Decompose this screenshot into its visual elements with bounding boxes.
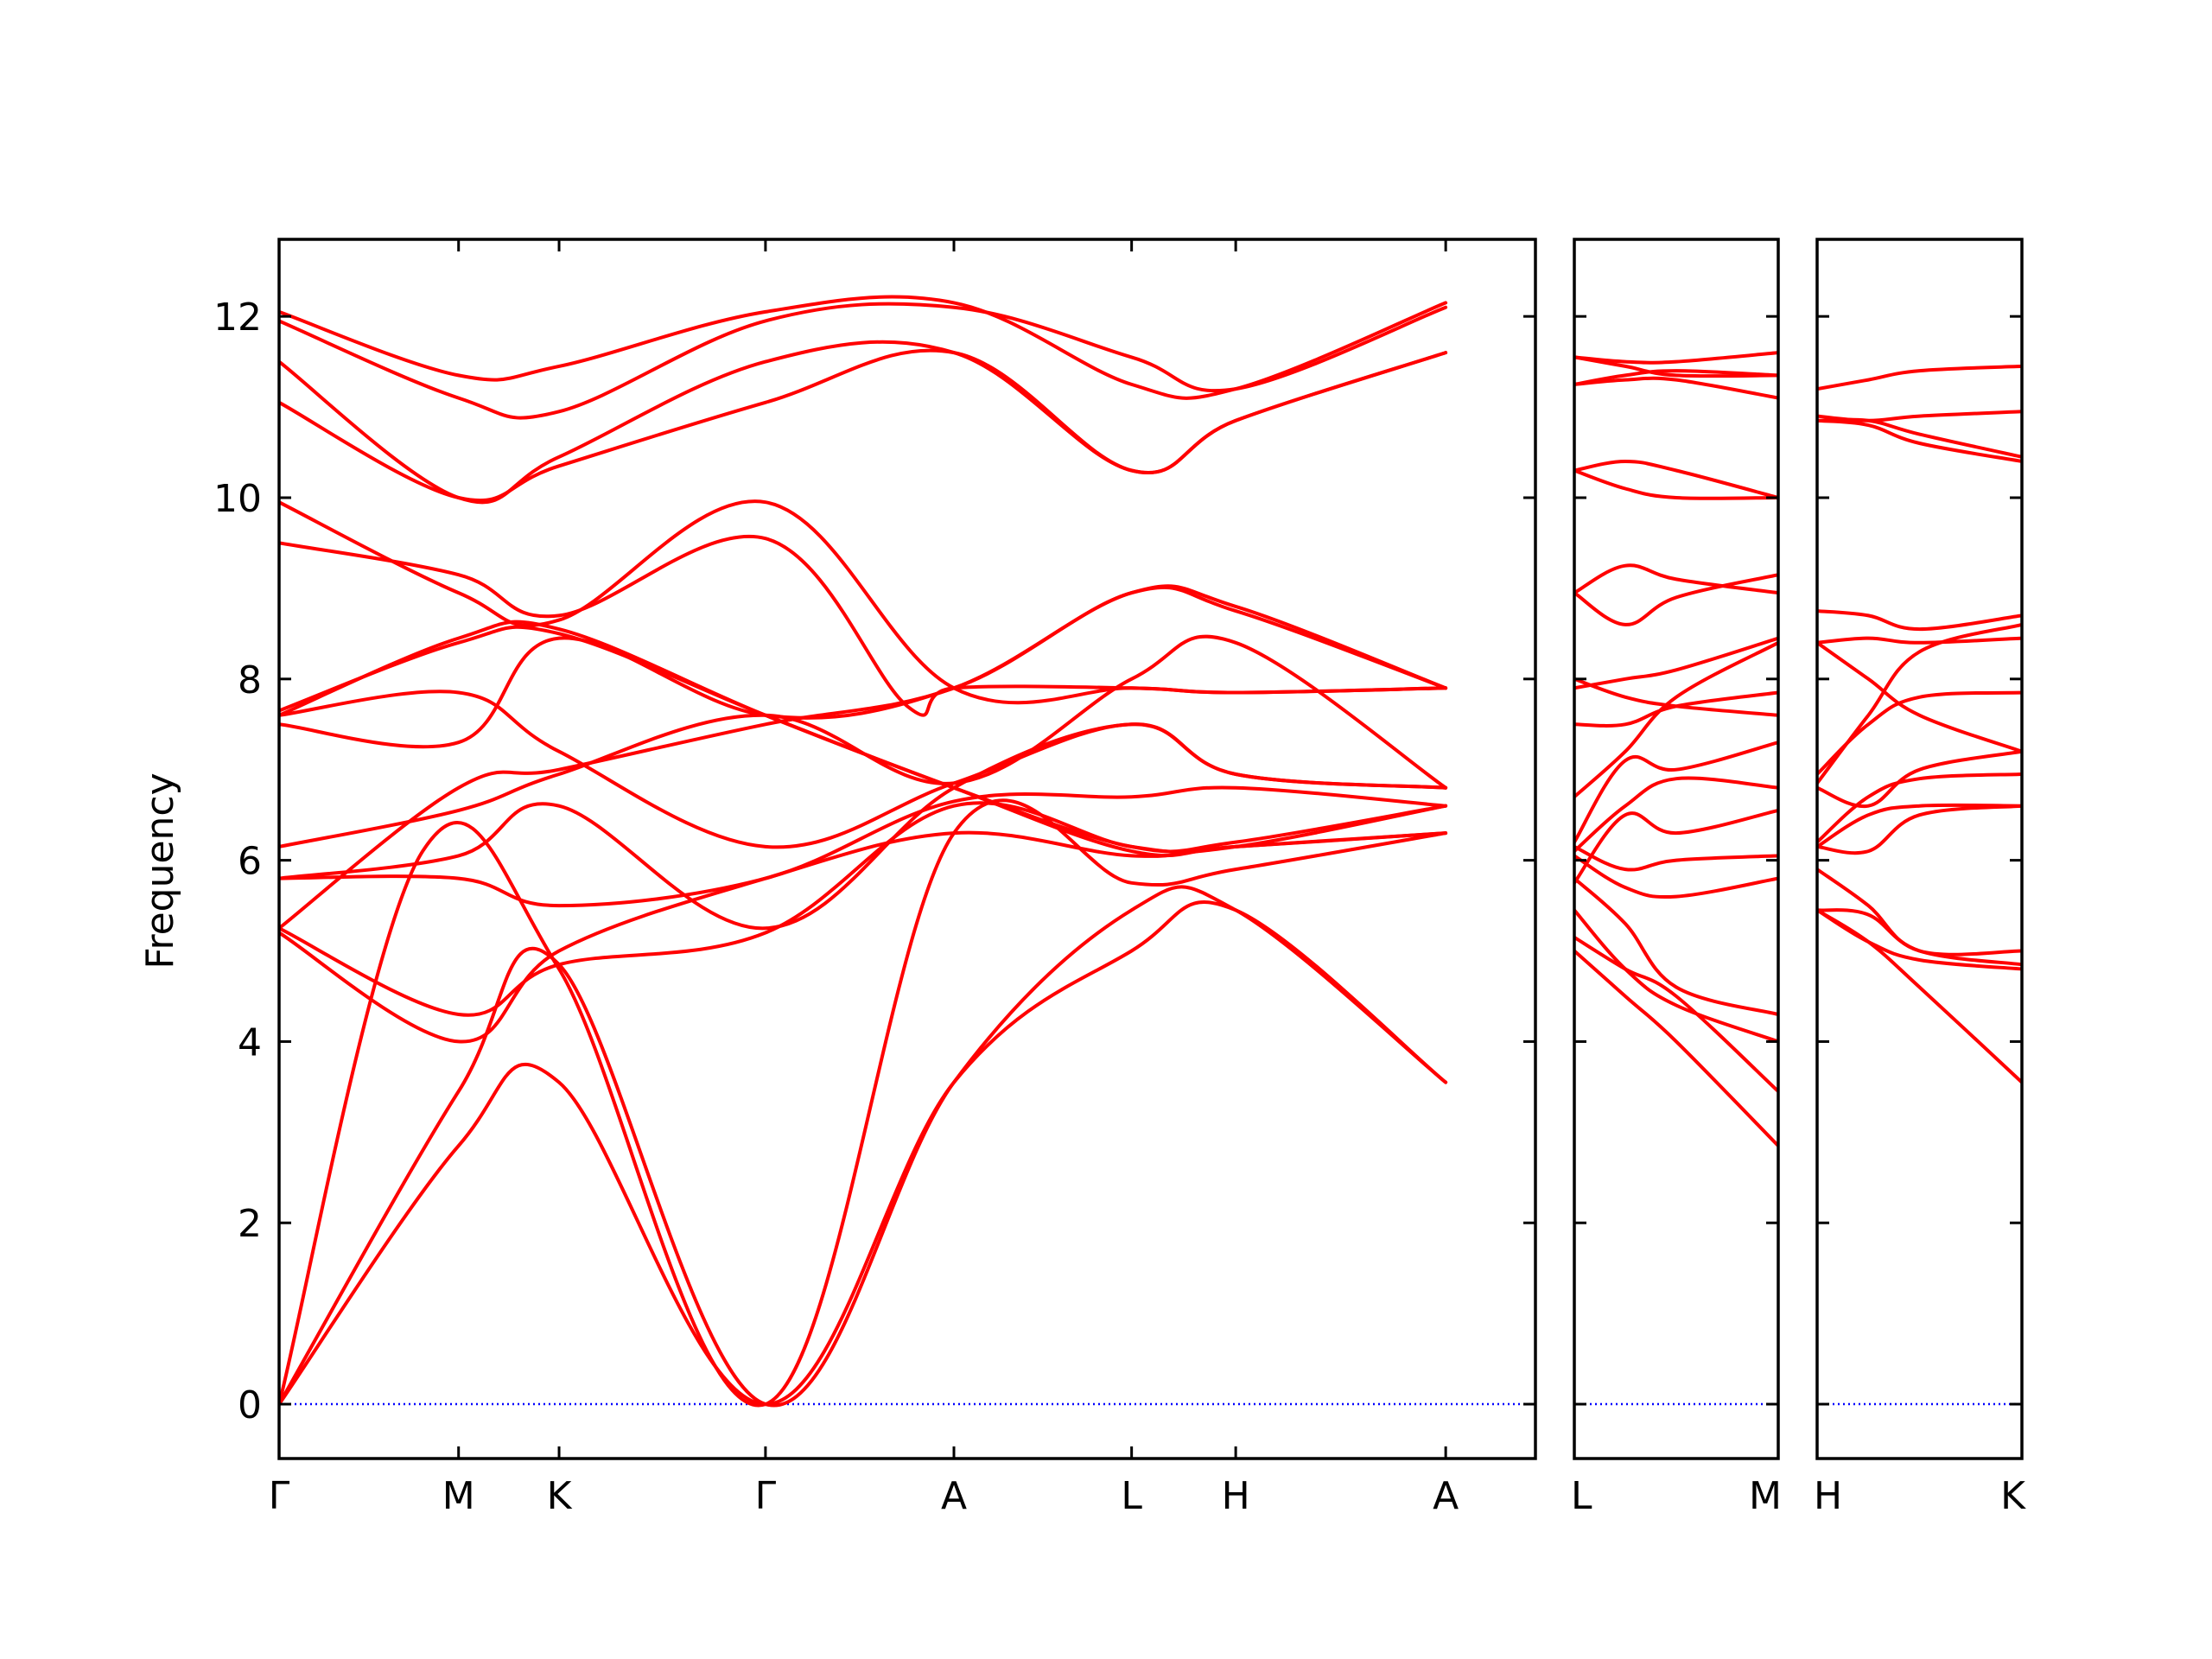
band-line-11 — [1574, 640, 1778, 799]
band-line-9 — [1574, 741, 1778, 844]
band-line-15 — [279, 499, 1448, 705]
band-line-17 — [1574, 460, 1778, 499]
band-line-14 — [1574, 563, 1778, 595]
band-line-16 — [1817, 410, 2022, 423]
band-lines — [1574, 351, 1778, 1148]
band-line-12 — [1574, 636, 1778, 690]
band-line-17 — [1817, 364, 2022, 391]
band-line-15 — [1817, 417, 2022, 459]
band-line-10 — [1574, 690, 1778, 728]
axes-frame — [1573, 238, 1780, 1460]
x-tick-label: A — [1433, 1474, 1459, 1518]
axes-frame — [1815, 238, 2024, 1460]
x-tick-label: K — [2000, 1474, 2026, 1518]
x-tick-label: Γ — [755, 1474, 777, 1518]
band-line-21 — [1574, 351, 1778, 365]
x-tick-label: L — [1121, 1474, 1142, 1518]
y-tick-label: 4 — [238, 1020, 262, 1065]
y-tick-label: 6 — [238, 840, 262, 884]
band-line-14 — [279, 535, 1448, 717]
band-line-9 — [279, 584, 1448, 931]
y-tick-label: 0 — [238, 1383, 262, 1427]
band-line-2 — [1574, 935, 1778, 1094]
x-tick-label: A — [941, 1474, 967, 1518]
y-axis-label: Frequency — [138, 772, 182, 969]
band-line-8 — [279, 634, 1448, 849]
band-line-4 — [1817, 868, 2022, 957]
y-tick-label: 12 — [213, 296, 262, 340]
band-line-1 — [279, 900, 1448, 1407]
x-tick-label: K — [547, 1474, 573, 1518]
x-tick-label: M — [1749, 1474, 1782, 1518]
band-line-15 — [1574, 573, 1778, 626]
y-tick-label: 8 — [238, 658, 262, 702]
band-line-2 — [279, 885, 1448, 1408]
band-line-4 — [1574, 876, 1778, 1016]
band-line-13 — [1817, 622, 2022, 785]
panel-main: 0 2 4 6 8 10 12 Γ M K Γ A L H A — [213, 238, 1537, 1518]
band-line-1 — [1817, 908, 2022, 1084]
band-line-18 — [279, 302, 1448, 420]
band-line-5 — [279, 801, 1448, 1017]
band-line-19 — [279, 295, 1448, 400]
band-line-5 — [1817, 804, 2022, 855]
band-line-11 — [1817, 636, 2022, 645]
x-tick-label: Γ — [269, 1474, 290, 1518]
band-lines — [279, 295, 1448, 1408]
band-line-8 — [1817, 749, 2022, 809]
x-tick-label: L — [1571, 1474, 1592, 1518]
band-line-8 — [1574, 776, 1778, 854]
band-line-1 — [1574, 949, 1778, 1148]
band-line-17 — [279, 340, 1448, 505]
band-line-3 — [1817, 908, 2022, 967]
band-line-14 — [1817, 418, 2022, 463]
band-line-13 — [279, 620, 1448, 858]
x-tick-label: H — [1222, 1474, 1250, 1518]
y-tick-label: 10 — [213, 477, 262, 521]
band-line-6 — [1817, 803, 2022, 849]
band-line-3 — [279, 798, 1448, 1408]
band-line-7 — [1574, 808, 1778, 885]
band-line-5 — [1574, 854, 1778, 899]
band-line-10 — [1817, 640, 2022, 753]
band-line-6 — [279, 785, 1448, 908]
band-line-12 — [1817, 609, 2022, 632]
band-line-10 — [279, 585, 1448, 749]
band-line-20 — [1574, 355, 1778, 378]
band-line-11 — [279, 690, 1448, 849]
band-line-2 — [1817, 908, 2022, 971]
band-line-9 — [1817, 690, 2022, 776]
band-lines — [1817, 364, 2022, 1084]
band-line-3 — [1574, 908, 1778, 1044]
band-line-16 — [1574, 468, 1778, 500]
x-tick-label: M — [442, 1474, 475, 1518]
band-line-6 — [1574, 844, 1778, 872]
x-tick-label: H — [1814, 1474, 1842, 1518]
y-tick-label: 2 — [238, 1202, 262, 1246]
band-line-13 — [1574, 677, 1778, 717]
band-line-19 — [1574, 376, 1778, 400]
axes-frame — [277, 238, 1537, 1460]
